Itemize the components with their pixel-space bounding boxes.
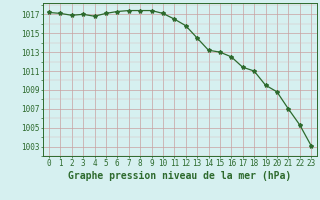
- X-axis label: Graphe pression niveau de la mer (hPa): Graphe pression niveau de la mer (hPa): [68, 171, 292, 181]
